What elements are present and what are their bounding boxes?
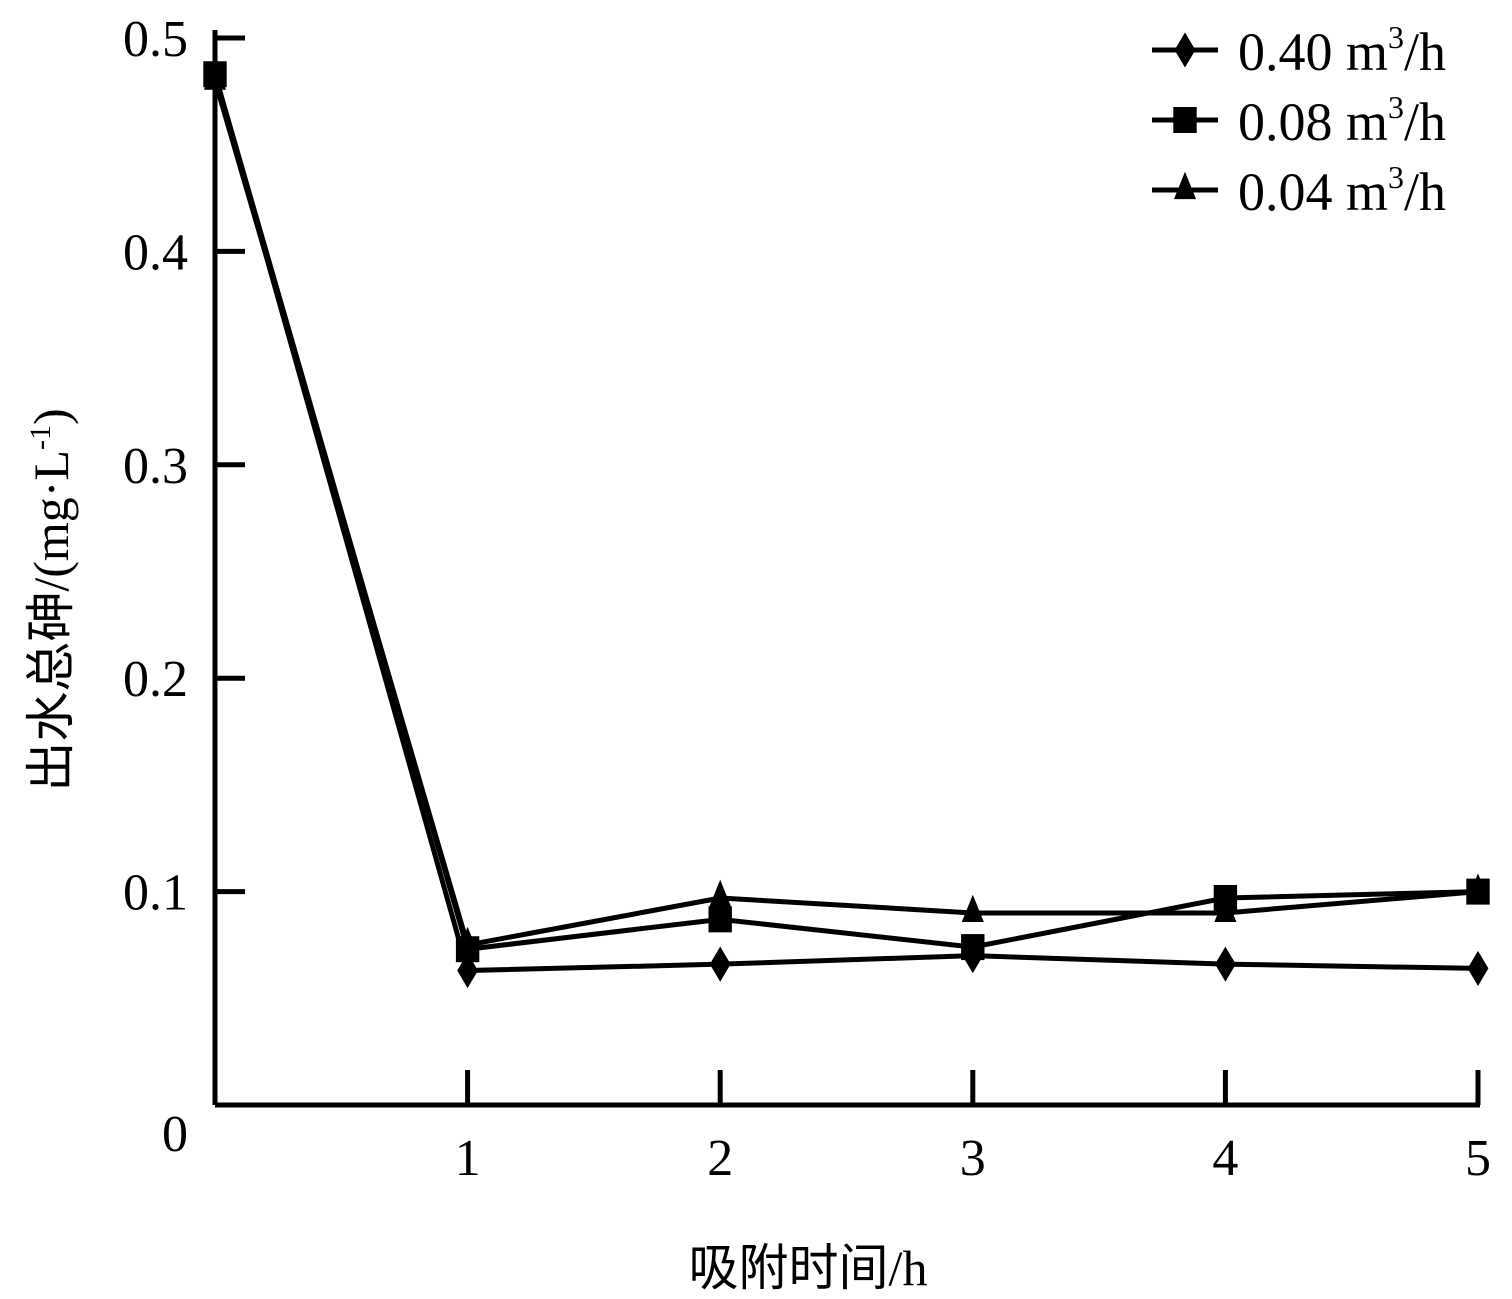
y-tick-label: 0.5 bbox=[123, 11, 188, 68]
x-tick-label: 2 bbox=[707, 1130, 733, 1187]
legend-label-tail: /h bbox=[1404, 162, 1446, 222]
triangle-marker bbox=[1173, 171, 1197, 200]
y-axis-label-close: ) bbox=[23, 408, 79, 425]
legend-item: 0.40 m3/h bbox=[1152, 19, 1446, 82]
series-line bbox=[212, 79, 1479, 948]
legend: 0.40 m3/h0.08 m3/h0.04 m3/h bbox=[1152, 19, 1446, 222]
legend-label-name: 0.08 m bbox=[1238, 92, 1388, 152]
x-tick-label: 4 bbox=[1212, 1130, 1238, 1187]
triangle-marker bbox=[1466, 873, 1490, 901]
y-tick-label: 0.2 bbox=[123, 651, 188, 708]
legend-label-sup: 3 bbox=[1388, 19, 1404, 55]
triangle-marker bbox=[203, 62, 227, 90]
triangle-marker bbox=[456, 926, 479, 955]
legend-item: 0.08 m3/h bbox=[1152, 89, 1446, 152]
y-tick-label: 0.4 bbox=[123, 224, 188, 281]
x-tick-label: 3 bbox=[960, 1130, 986, 1187]
axes: 0 0.1 0.2 0.3 0.4 0.5 1 2 3 4 5 bbox=[123, 11, 1491, 1187]
y-tick-label: 0 bbox=[162, 1106, 188, 1163]
series-triangle bbox=[203, 62, 1490, 955]
x-tick-label: 5 bbox=[1465, 1130, 1491, 1187]
legend-label-name: 0.40 m bbox=[1238, 22, 1388, 82]
legend-label-tail: /h bbox=[1404, 22, 1446, 82]
y-axis-label: 出水总砷/(mg·L-1) bbox=[23, 408, 79, 791]
legend-label-name: 0.04 m bbox=[1238, 162, 1388, 222]
legend-item: 0.04 m3/h bbox=[1152, 159, 1446, 222]
triangle-marker bbox=[709, 879, 732, 908]
legend-label: 0.04 m3/h bbox=[1238, 159, 1446, 222]
legend-label-sup: 3 bbox=[1388, 89, 1404, 125]
x-axis-label: 吸附时间/h bbox=[689, 1240, 928, 1296]
legend-label: 0.08 m3/h bbox=[1238, 89, 1446, 152]
series-group bbox=[203, 56, 1490, 989]
triangle-marker bbox=[1214, 894, 1237, 923]
legend-label-tail: /h bbox=[1404, 92, 1446, 152]
legend-label-sup: 3 bbox=[1388, 159, 1404, 195]
series-line bbox=[212, 73, 1479, 974]
y-tick-label: 0.1 bbox=[123, 865, 188, 922]
y-axis-label-sup: -1 bbox=[24, 425, 57, 450]
diamond-marker bbox=[1467, 950, 1489, 986]
diamond-marker bbox=[709, 946, 731, 982]
square-marker bbox=[961, 934, 985, 961]
y-axis-label-main: 出水总砷/(mg·L bbox=[23, 450, 79, 792]
square-marker bbox=[708, 906, 732, 933]
legend-label: 0.40 m3/h bbox=[1238, 19, 1446, 82]
x-tick-label: 1 bbox=[455, 1130, 481, 1187]
diamond-marker bbox=[1174, 32, 1196, 68]
square-marker bbox=[1173, 107, 1197, 133]
diamond-marker bbox=[457, 953, 478, 989]
diamond-marker bbox=[1215, 946, 1236, 982]
y-tick-label: 0.3 bbox=[123, 438, 188, 495]
triangle-marker bbox=[961, 894, 984, 923]
